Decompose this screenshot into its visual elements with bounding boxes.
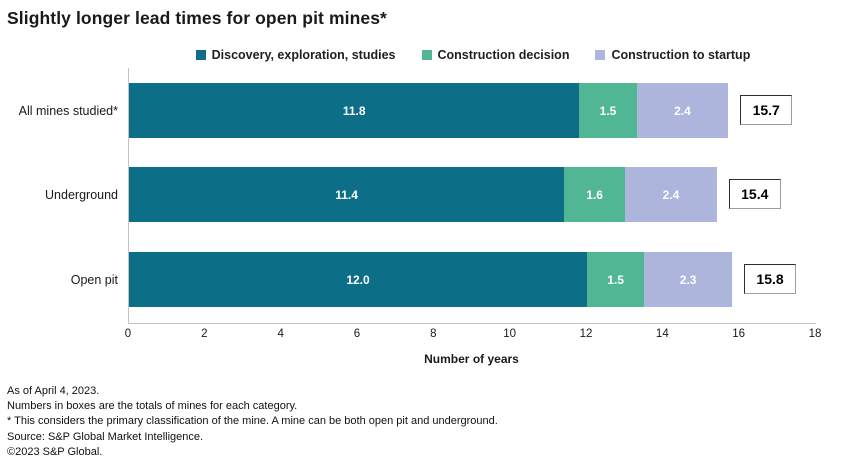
x-tick-label: 0 bbox=[124, 328, 132, 340]
x-axis-title: Number of years bbox=[424, 352, 519, 366]
legend-label: Construction decision bbox=[437, 48, 570, 62]
bar-segment: 1.6 bbox=[564, 167, 626, 222]
category-label: All mines studied* bbox=[18, 103, 118, 118]
bar-segment: 12.0 bbox=[129, 252, 587, 307]
footnote-boxes-note: Numbers in boxes are the totals of mines… bbox=[7, 400, 298, 413]
legend-item-2: Construction to startup bbox=[595, 48, 750, 62]
footnote-source: Source: S&P Global Market Intelligence. bbox=[7, 430, 204, 443]
bar-segment: 2.4 bbox=[625, 167, 717, 222]
x-tick-label: 18 bbox=[808, 328, 822, 340]
legend-swatch-icon bbox=[595, 50, 606, 60]
legend-item-0: Discovery, exploration, studies bbox=[195, 48, 396, 62]
x-tick-label: 16 bbox=[732, 328, 746, 340]
category-axis-labels: All mines studied* Underground Open pit bbox=[0, 68, 118, 323]
bar-segment: 2.3 bbox=[644, 252, 733, 307]
footnotes-block: As of April 4, 2023. Numbers in boxes ar… bbox=[7, 384, 498, 460]
bar-segment: 1.5 bbox=[587, 252, 645, 307]
bar-row: 11.4 1.6 2.4 15.4 bbox=[129, 167, 816, 222]
plot-area: 11.8 1.5 2.4 15.7 11.4 1.6 2.4 15.4 12.0 1.5 2.3 15… bbox=[128, 68, 816, 324]
chart-title: Slightly longer lead times for open pit … bbox=[7, 8, 387, 28]
bar-row: 11.8 1.5 2.4 15.7 bbox=[129, 83, 816, 138]
x-tick-label: 10 bbox=[503, 328, 517, 340]
total-box: 15.8 bbox=[744, 264, 797, 294]
total-box: 15.7 bbox=[740, 95, 793, 125]
bar-row: 12.0 1.5 2.3 15.8 bbox=[129, 252, 816, 307]
footnote-asterisk-note: * This considers the primary classificat… bbox=[7, 415, 498, 428]
legend-swatch-icon bbox=[421, 50, 432, 60]
x-tick-label: 12 bbox=[579, 328, 593, 340]
x-axis-ticks: 0 2 4 6 8 10 12 14 16 18 bbox=[124, 328, 822, 342]
legend-label: Discovery, exploration, studies bbox=[211, 48, 396, 62]
x-tick-label: 2 bbox=[201, 328, 208, 340]
x-tick-label: 6 bbox=[353, 328, 361, 340]
x-tick-label: 14 bbox=[655, 328, 669, 340]
x-tick-label: 4 bbox=[277, 328, 284, 340]
category-label: Open pit bbox=[70, 272, 118, 287]
total-box: 15.4 bbox=[728, 179, 781, 209]
bar-segment: 11.4 bbox=[129, 167, 565, 222]
footnote-copyright: ©2023 S&P Global. bbox=[7, 445, 103, 458]
legend-item-1: Construction decision bbox=[421, 48, 570, 62]
bar-segment: 2.4 bbox=[636, 83, 729, 138]
legend-label: Construction to startup bbox=[611, 48, 751, 62]
category-label: Underground bbox=[45, 187, 118, 202]
x-tick-label: 8 bbox=[430, 328, 437, 340]
footnote-as-of: As of April 4, 2023. bbox=[7, 385, 100, 397]
chart-legend: Discovery, exploration, studies Construct… bbox=[128, 48, 818, 62]
bar-segment: 1.5 bbox=[579, 83, 637, 138]
bar-segment: 11.8 bbox=[129, 83, 580, 138]
legend-swatch-icon bbox=[195, 50, 206, 60]
